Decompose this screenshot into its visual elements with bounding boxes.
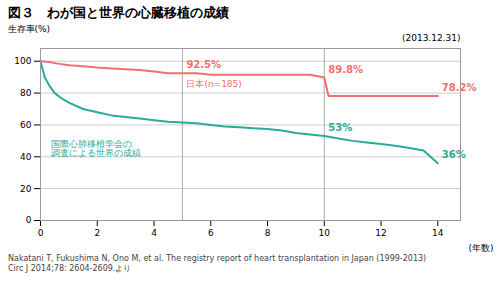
svg-text:0: 0 bbox=[26, 215, 32, 225]
svg-text:100: 100 bbox=[14, 56, 31, 66]
svg-text:生存率(%): 生存率(%) bbox=[8, 24, 51, 34]
svg-text:89.8%: 89.8% bbox=[328, 64, 363, 75]
svg-text:(2013.12.31): (2013.12.31) bbox=[402, 33, 461, 43]
svg-text:12: 12 bbox=[375, 228, 386, 238]
svg-text:8: 8 bbox=[265, 228, 271, 238]
svg-text:14: 14 bbox=[432, 228, 444, 238]
svg-text:40: 40 bbox=[20, 152, 32, 162]
svg-text:国際心肺移植学会の調査による世界の成績: 国際心肺移植学会の調査による世界の成績 bbox=[51, 139, 141, 158]
svg-text:20: 20 bbox=[20, 184, 32, 194]
svg-text:36%: 36% bbox=[442, 149, 466, 160]
svg-text:0: 0 bbox=[38, 228, 44, 238]
html-text:図３ わが国と世界の心臓移植の成績: 図３ わが国と世界の心臓移植の成績 bbox=[8, 5, 229, 20]
svg-text:(年数): (年数) bbox=[468, 243, 493, 253]
svg-text:10: 10 bbox=[319, 228, 331, 238]
svg-text:53%: 53% bbox=[328, 122, 352, 133]
svg-text:2: 2 bbox=[94, 228, 100, 238]
svg-text:4: 4 bbox=[151, 228, 157, 238]
svg-text:日本(n=185): 日本(n=185) bbox=[186, 79, 241, 89]
svg-text:80: 80 bbox=[20, 88, 32, 98]
svg-text:6: 6 bbox=[208, 228, 214, 238]
html-text:Nakatani T, Fukushima N, Ono M: Nakatani T, Fukushima N, Ono M, et al. T… bbox=[8, 254, 427, 273]
svg-text:78.2%: 78.2% bbox=[442, 82, 477, 93]
svg-text:92.5%: 92.5% bbox=[186, 59, 221, 70]
svg-text:60: 60 bbox=[20, 120, 32, 130]
